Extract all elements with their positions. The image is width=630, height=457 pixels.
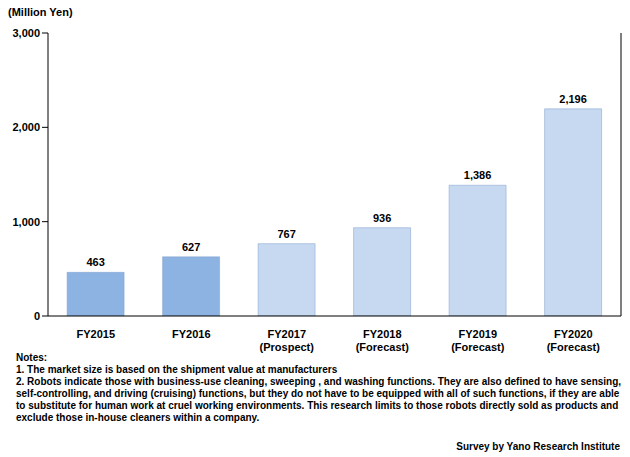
svg-text:FY2016: FY2016 (172, 328, 211, 340)
svg-text:2,000: 2,000 (12, 121, 40, 133)
svg-text:1,000: 1,000 (12, 216, 40, 228)
svg-text:FY2018(Forecast): FY2018(Forecast) (356, 328, 410, 353)
svg-text:627: 627 (182, 241, 200, 253)
html-text:Survey by Yano Research Instit: Survey by Yano Research Institute (456, 441, 620, 452)
svg-text:FY2015: FY2015 (76, 328, 115, 340)
html-text:1. The market size is based on: 1. The market size is based on the shipm… (16, 364, 338, 375)
html-text:2. Robots indicate those with: 2. Robots indicate those with business-u… (16, 376, 622, 423)
svg-text:2,196: 2,196 (559, 93, 587, 105)
svg-text:0: 0 (34, 310, 40, 322)
html-text:(Million Yen): (Million Yen) (8, 6, 73, 18)
svg-text:936: 936 (373, 212, 391, 224)
svg-text:FY2017(Prospect): FY2017(Prospect) (260, 328, 315, 353)
svg-text:3,000: 3,000 (12, 27, 40, 39)
html-text:Notes:: Notes: (16, 352, 48, 363)
svg-text:1,386: 1,386 (464, 169, 492, 181)
svg-text:463: 463 (86, 256, 104, 268)
svg-text:FY2019(Forecast): FY2019(Forecast) (451, 328, 505, 353)
svg-text:FY2020(Forecast): FY2020(Forecast) (547, 328, 601, 353)
svg-text:767: 767 (277, 228, 295, 240)
